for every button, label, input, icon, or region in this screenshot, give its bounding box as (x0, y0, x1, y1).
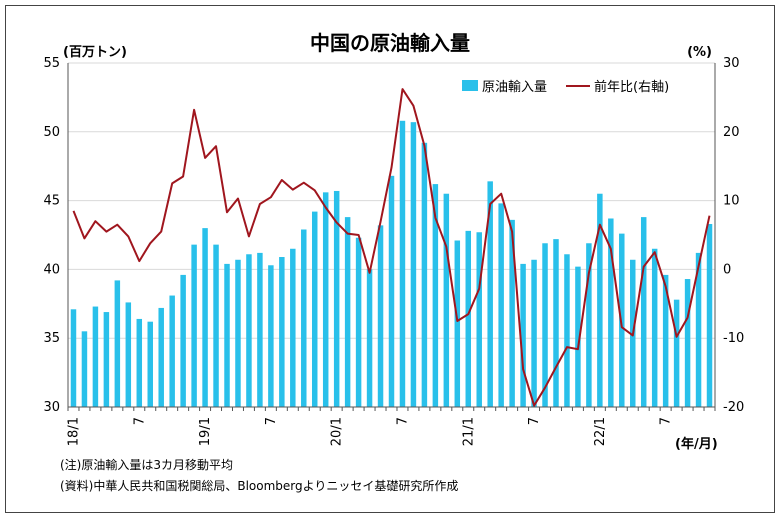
bar (421, 142, 428, 408)
bar (388, 175, 395, 407)
x-tick-label: 7 (132, 417, 147, 425)
bar (125, 302, 132, 407)
right-tick-labels: -20 -10 0 10 20 30 (723, 56, 744, 415)
bar-series (70, 120, 713, 408)
bar (640, 217, 647, 407)
bar (246, 254, 252, 407)
bar (575, 266, 581, 407)
left-tick-label: 35 (43, 331, 60, 346)
bar (311, 211, 318, 407)
bar (597, 193, 603, 407)
right-tick-label: -20 (723, 400, 744, 415)
x-tick-label: 20/1 (330, 417, 345, 446)
bar (410, 122, 417, 407)
bar (180, 274, 186, 407)
bar (355, 237, 362, 407)
bar (586, 243, 592, 407)
bar (169, 295, 175, 407)
bar (279, 257, 285, 407)
bar (608, 218, 614, 407)
bar (673, 299, 680, 407)
left-tick-labels: 30 35 40 45 50 55 (43, 56, 60, 415)
left-tick-label: 40 (43, 262, 60, 277)
bar (454, 240, 461, 407)
bar (651, 248, 658, 407)
bar (476, 232, 482, 407)
bar (684, 279, 691, 407)
bar (191, 244, 197, 407)
left-tick-label: 55 (43, 56, 60, 71)
bar (103, 312, 110, 407)
bar (290, 248, 296, 407)
bar (662, 274, 669, 407)
x-tick-label: 7 (659, 417, 674, 425)
footnote-source: (資料)中華人民共和国税関総局、Bloombergよりニッセイ基礎研究所作成 (60, 478, 458, 493)
bar (92, 306, 99, 407)
bar (487, 181, 493, 407)
bar (553, 239, 559, 407)
footnote-note: (注)原油輸入量は3カ月移動平均 (60, 457, 233, 472)
chart-frame (5, 5, 775, 513)
bar (344, 217, 351, 407)
bar (257, 252, 263, 407)
bar (224, 263, 230, 407)
bar (322, 192, 329, 407)
bar (465, 230, 472, 407)
legend-line-label: 前年比(右軸) (594, 79, 669, 95)
bar (377, 225, 384, 407)
left-tick-label: 30 (43, 400, 60, 415)
bar (81, 331, 88, 407)
bar (70, 309, 77, 407)
bar (542, 243, 548, 407)
left-tick-label: 45 (43, 194, 60, 209)
bar (301, 229, 307, 407)
bar (399, 120, 406, 408)
bar (531, 259, 537, 407)
right-tick-label: -10 (723, 331, 744, 346)
legend-bar-label: 原油輸入量 (482, 80, 547, 95)
bar (520, 263, 526, 407)
right-tick-label: 20 (723, 125, 740, 140)
bar (147, 321, 153, 407)
x-tick-label: 19/1 (198, 417, 213, 446)
bar (443, 193, 450, 407)
bar (333, 190, 340, 407)
right-tick-label: 0 (723, 262, 731, 277)
legend-bar-swatch (462, 80, 478, 91)
yoy-line (72, 88, 711, 407)
bar (235, 259, 241, 407)
bar (213, 244, 219, 407)
x-tick-label: 21/1 (461, 417, 476, 446)
axes (67, 63, 716, 411)
x-axis-unit: (年/月) (675, 436, 718, 452)
bar (509, 219, 515, 407)
x-tick-label: 18/1 (66, 417, 81, 446)
bar (202, 228, 208, 407)
right-axis-unit: (%) (687, 45, 712, 60)
x-tick-label: 7 (527, 417, 542, 425)
legend: 原油輸入量 前年比(右軸) (462, 79, 669, 95)
bar (136, 318, 143, 407)
bar (114, 280, 121, 407)
chart-title: 中国の原油輸入量 (310, 31, 470, 55)
bar (268, 265, 274, 407)
bar (366, 269, 373, 407)
right-tick-label: 10 (723, 194, 740, 209)
bar (498, 203, 504, 407)
left-axis-unit: (百万トン) (63, 45, 127, 60)
bar (695, 252, 702, 407)
line-series (72, 88, 711, 407)
x-tick-label: 7 (395, 417, 410, 425)
right-tick-label: 30 (723, 56, 740, 71)
x-tick-label: 22/1 (593, 417, 608, 446)
bar (432, 184, 439, 407)
left-tick-label: 50 (43, 125, 60, 140)
x-tick-labels: 18/1 7 19/1 7 20/1 7 21/1 7 22/1 7 (66, 417, 673, 446)
bar (564, 254, 570, 407)
x-tick-label: 7 (264, 417, 279, 425)
bar (158, 307, 164, 407)
bar (706, 223, 713, 407)
